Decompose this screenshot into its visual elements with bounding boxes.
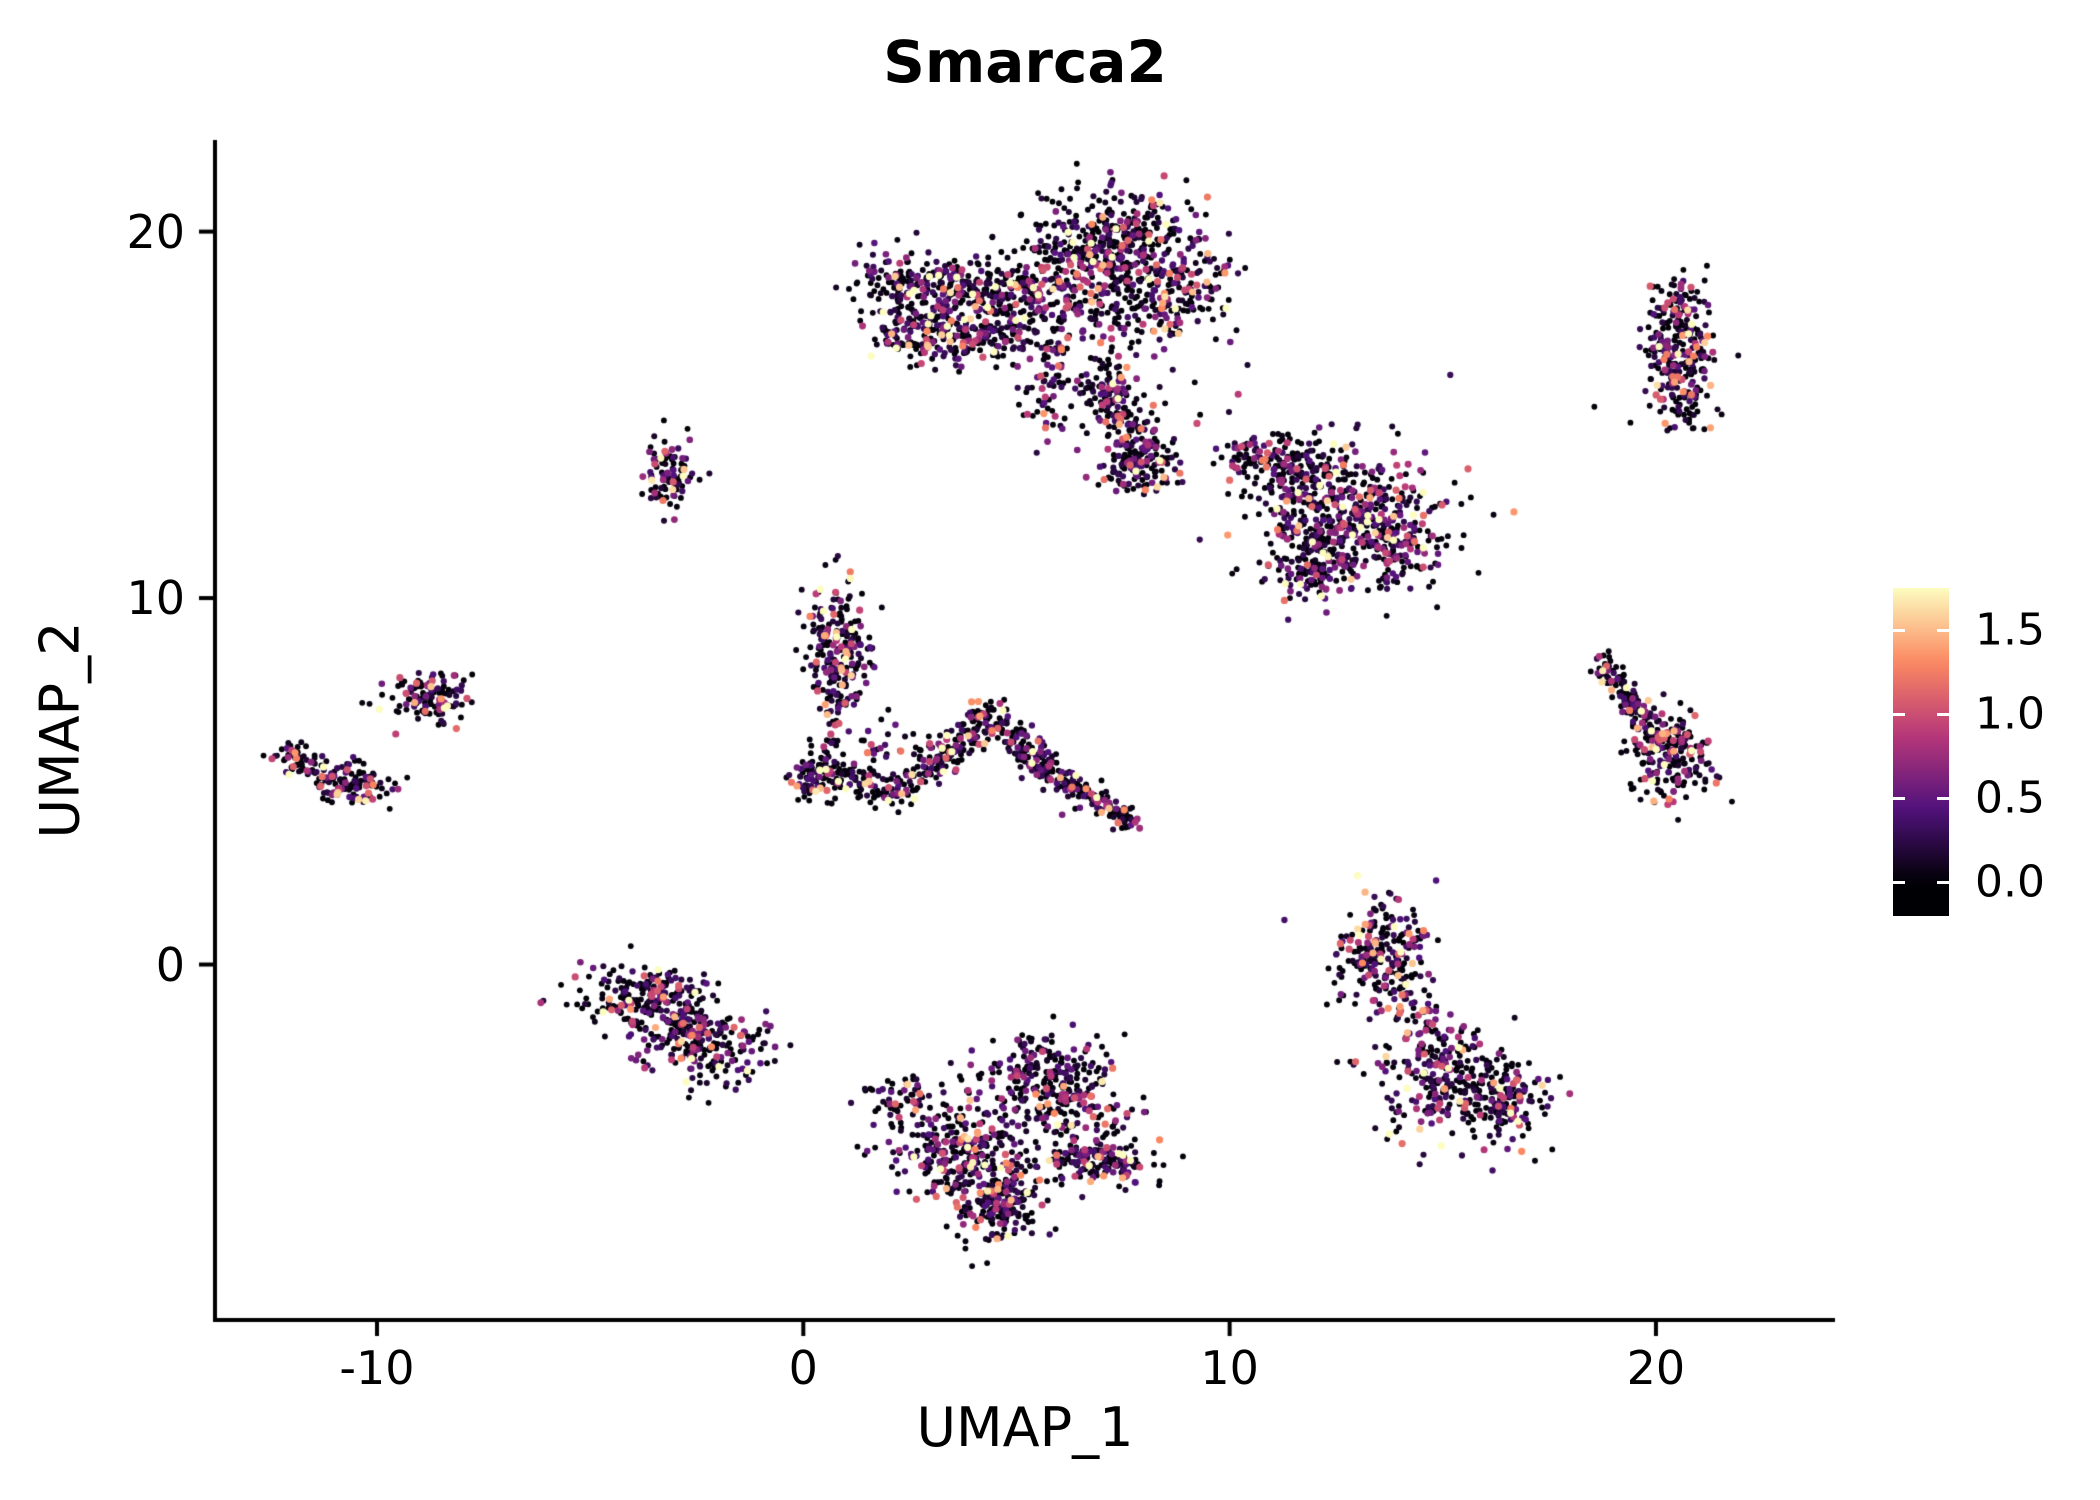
y-axis-label: UMAP_2 [28, 621, 92, 839]
colorbar-tick-mark [1937, 712, 1949, 716]
colorbar-tick-mark [1893, 796, 1905, 800]
y-tick-label: 20 [126, 204, 185, 259]
colorbar-tick-mark [1893, 712, 1905, 716]
colorbar-tick-label: 0.0 [1975, 856, 2045, 908]
expression-colorbar [1893, 588, 1949, 916]
x-axis-label: UMAP_1 [916, 1396, 1134, 1459]
colorbar-tick-mark [1893, 628, 1905, 632]
colorbar-tick-mark [1937, 628, 1949, 632]
y-tick-label: 0 [155, 937, 185, 992]
colorbar-tick-label: 1.5 [1975, 604, 2045, 656]
colorbar-tick-label: 1.0 [1975, 688, 2045, 740]
colorbar-tick-mark [1937, 880, 1949, 884]
chart-title: Smarca2 [883, 28, 1167, 96]
colorbar-tick-mark [1937, 796, 1949, 800]
x-tick-label: 0 [788, 1341, 818, 1395]
y-tick-label: 10 [126, 571, 185, 626]
x-tick-label: 20 [1626, 1341, 1686, 1395]
x-tick-label: -10 [339, 1341, 415, 1395]
x-tick-label: 10 [1200, 1341, 1259, 1395]
colorbar-tick-label: 0.5 [1975, 772, 2045, 824]
colorbar-tick-mark [1893, 880, 1905, 884]
